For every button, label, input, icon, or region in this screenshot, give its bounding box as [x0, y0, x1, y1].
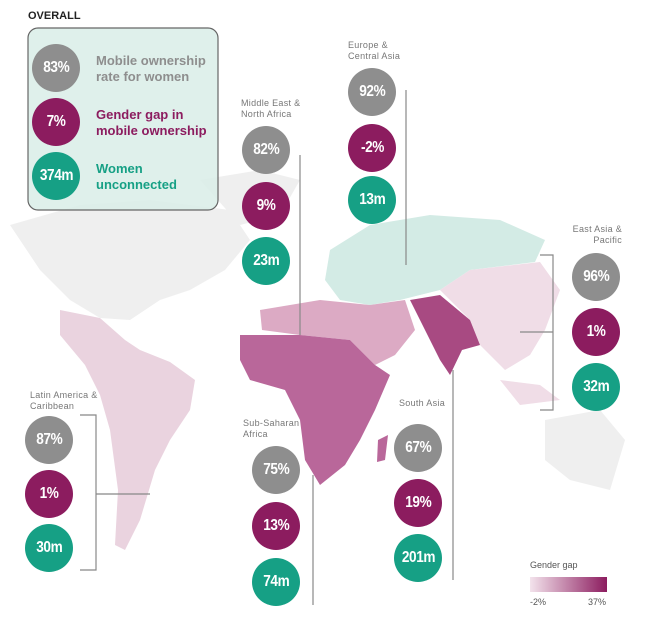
region-name: Middle East & North Africa: [241, 98, 301, 119]
north-america: [10, 200, 250, 320]
stat-value: 87%: [36, 431, 62, 448]
east-asia: [440, 262, 560, 405]
stat-circle: 201m: [394, 534, 442, 582]
latin-america: [60, 310, 195, 550]
stat-circle: 74m: [252, 558, 300, 606]
mena: [260, 300, 415, 365]
region-name: Sub-Saharan Africa: [243, 418, 300, 439]
stat-circle: 13%: [252, 502, 300, 550]
stat-value: 23m: [253, 252, 279, 269]
stat-circle: 19%: [394, 479, 442, 527]
stat-circle: 67%: [394, 424, 442, 472]
stat-value: -2%: [360, 139, 384, 156]
stat-circle: 23m: [242, 237, 290, 285]
region-name: Europe & Central Asia: [348, 40, 401, 61]
australia: [545, 410, 625, 490]
stat-value: 13%: [263, 517, 289, 534]
stat-value: 9%: [256, 197, 276, 214]
stat-circle: 75%: [252, 446, 300, 494]
europe-central-asia: [325, 215, 545, 305]
south-asia: [410, 295, 480, 375]
stat-circle: 82%: [242, 126, 290, 174]
stat-value: 67%: [405, 439, 431, 456]
region-name: East Asia & Pacific: [572, 224, 622, 245]
stat-value: 82%: [253, 141, 279, 158]
stat-circle: 374m: [32, 152, 80, 200]
sub-saharan-africa: [240, 335, 390, 485]
stat-circle: 9%: [242, 182, 290, 230]
stat-circle: 87%: [25, 416, 73, 464]
stat-circle: 83%: [32, 44, 80, 92]
stat-value: 32m: [583, 378, 609, 395]
stat-circle: 96%: [572, 253, 620, 301]
stat-label: Gender gap in mobile ownership: [96, 107, 207, 138]
legend-gradient: [530, 577, 607, 592]
stat-value: 75%: [263, 461, 289, 478]
stat-circle: 30m: [25, 524, 73, 572]
overall-title: OVERALL: [28, 10, 81, 22]
stat-circle: 1%: [25, 470, 73, 518]
stat-value: 92%: [359, 83, 385, 100]
stat-value: 30m: [36, 539, 62, 556]
region-name: South Asia: [398, 398, 445, 408]
stat-circle: 1%: [572, 308, 620, 356]
stat-circle: -2%: [348, 124, 396, 172]
stat-circle: 13m: [348, 176, 396, 224]
stat-circle: 32m: [572, 363, 620, 411]
stat-value: 201m: [401, 549, 435, 566]
leader-lines: [80, 90, 554, 605]
stat-value: 1%: [586, 323, 606, 340]
stat-value: 74m: [263, 573, 289, 590]
legend-min: -2%: [530, 597, 547, 607]
stat-circle: 92%: [348, 68, 396, 116]
stat-value: 1%: [39, 485, 59, 502]
region-name: Latin America & Caribbean: [30, 390, 98, 411]
stat-value: 13m: [359, 191, 385, 208]
stat-circle: 7%: [32, 98, 80, 146]
stat-label: Mobile ownership rate for women: [96, 53, 206, 84]
legend-max: 37%: [588, 597, 607, 607]
stat-label: Women unconnected: [96, 161, 177, 192]
stat-value: 19%: [405, 494, 431, 511]
legend-title: Gender gap: [530, 560, 578, 570]
stat-value: 96%: [583, 268, 609, 285]
